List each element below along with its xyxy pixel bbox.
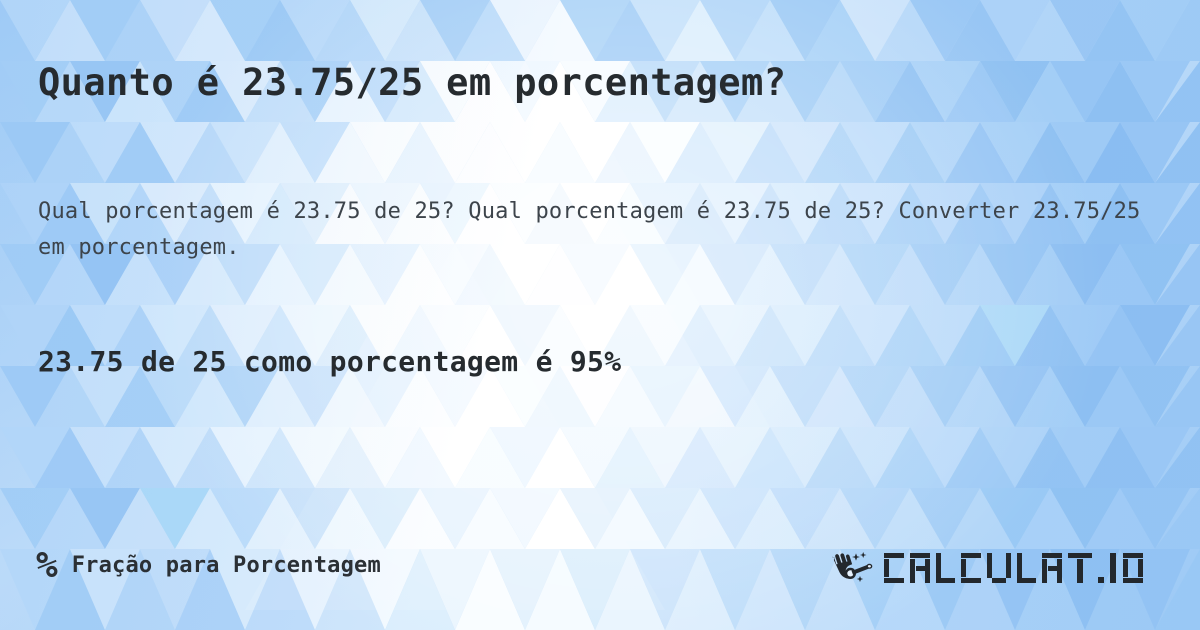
footer-category: % Fração para Porcentagem: [36, 548, 381, 584]
brand-logo[interactable]: CALCULAT.IO: [829, 548, 1168, 588]
footer-category-label: Fração para Porcentagem: [71, 553, 381, 578]
page-title: Quanto é 23.75/25 em porcentagem?: [38, 60, 787, 104]
hand-magic-wand-icon: [832, 552, 873, 582]
percent-icon: %: [36, 545, 58, 586]
page-description: Qual porcentagem é 23.75 de 25? Qual por…: [38, 199, 1141, 260]
brand-wordmark: CALCULAT.IO: [884, 553, 1143, 583]
answer-result: 23.75 de 25 como porcentagem é 95%: [38, 345, 622, 378]
